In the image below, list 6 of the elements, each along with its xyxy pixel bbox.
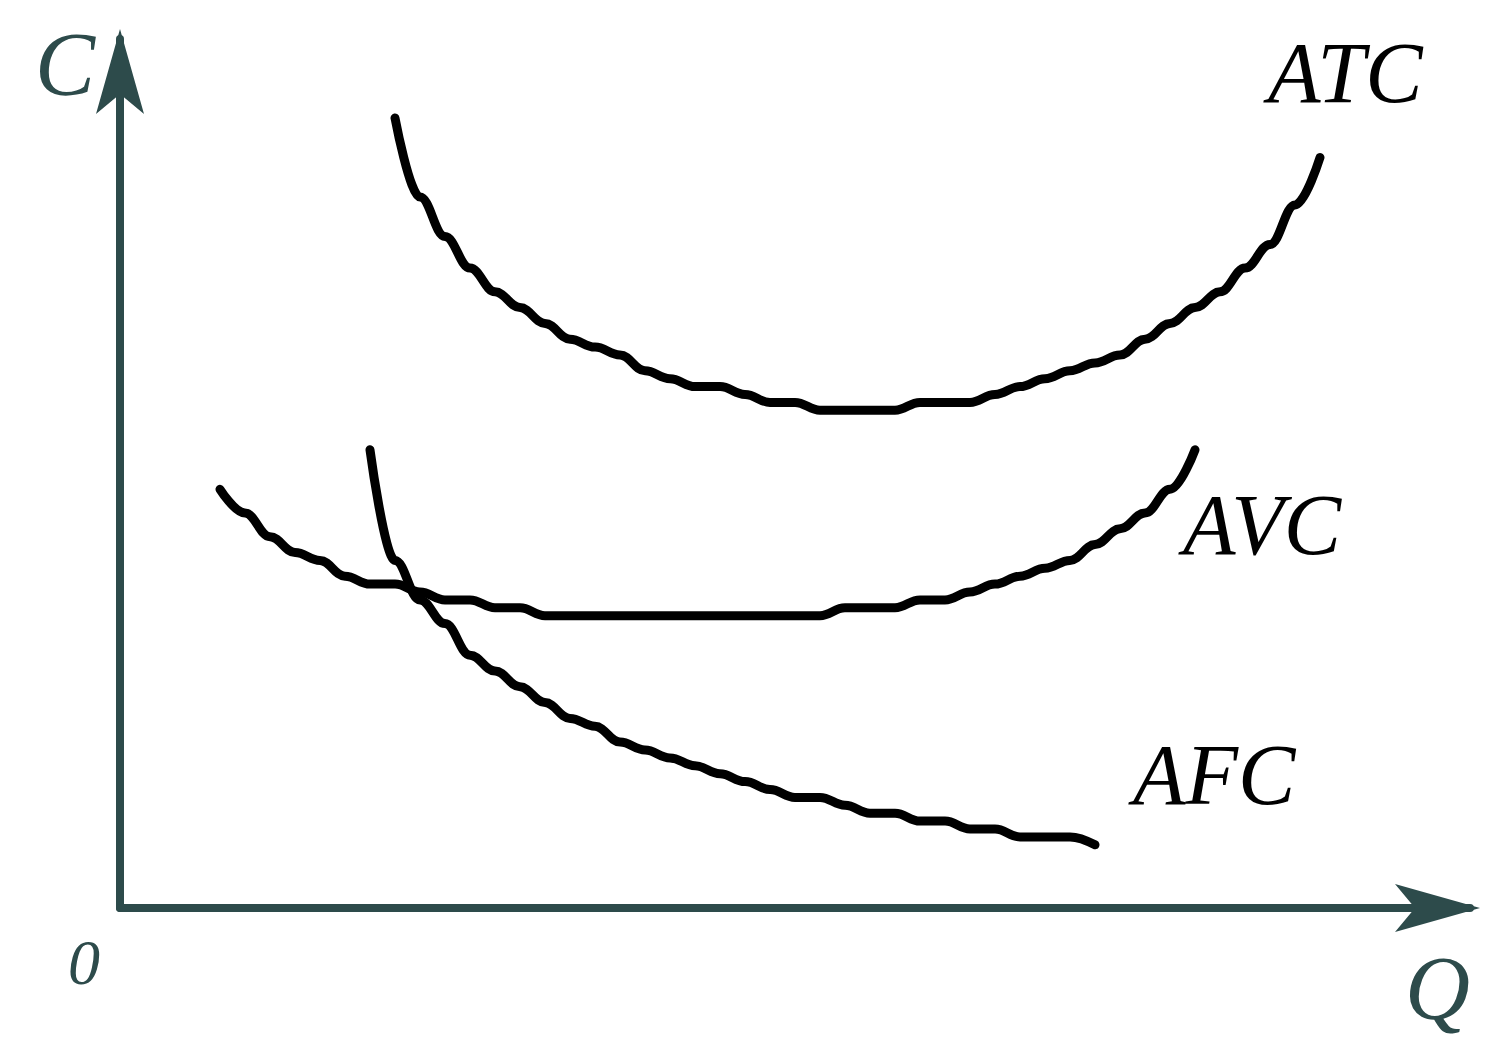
x-axis-title: Q <box>1405 938 1470 1038</box>
series-label: ATC <box>1263 24 1425 121</box>
series-label: AVC <box>1178 476 1343 573</box>
text: 0 <box>68 926 100 998</box>
y-axis-title: C <box>34 14 96 114</box>
series-label: AFC <box>1128 726 1298 823</box>
